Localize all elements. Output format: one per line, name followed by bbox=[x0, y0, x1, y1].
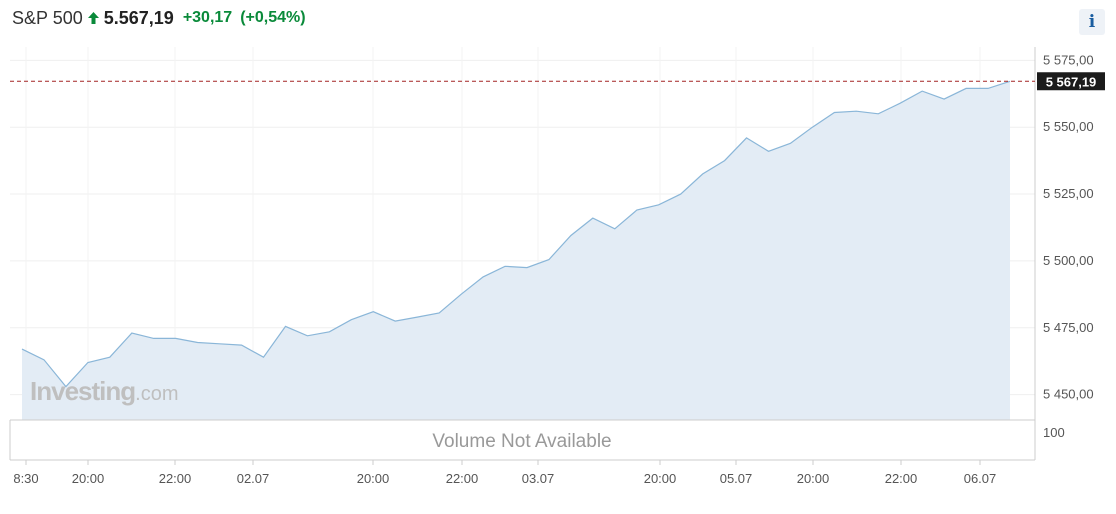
y-tick-label: 5 500,00 bbox=[1043, 253, 1094, 268]
last-price-tag bbox=[1037, 72, 1105, 91]
last-price: 5.567,19 bbox=[103, 7, 174, 28]
x-tick-label: 22:00 bbox=[446, 471, 479, 486]
y-axis: 5 575,00 5 550,00 5 525,00 5 500,00 5 475,00… bbox=[1043, 52, 1094, 401]
info-icon: i bbox=[1088, 12, 1096, 32]
watermark-suffix: .com bbox=[135, 383, 178, 405]
info-button[interactable]: i bbox=[1079, 9, 1105, 35]
price-line bbox=[21, 80, 1011, 388]
area-fill bbox=[22, 81, 1010, 421]
price-change: +30,17 bbox=[182, 9, 233, 26]
chart-frame bbox=[9, 47, 1036, 461]
y-tick-label: 5 550,00 bbox=[1043, 119, 1094, 134]
x-tick-label: 02.07 bbox=[237, 471, 270, 486]
x-tick-label: 20:00 bbox=[644, 471, 677, 486]
y-tick-label: 5 450,00 bbox=[1043, 387, 1094, 402]
up-arrow-icon bbox=[87, 12, 99, 24]
svg-text:Investing.com: Investing.com bbox=[30, 376, 178, 406]
watermark-main: Investing bbox=[30, 376, 135, 406]
watermark: Investing.com bbox=[30, 376, 178, 406]
y-tick-label: 5 475,00 bbox=[1043, 320, 1094, 335]
quote-header: S&P 500 5.567,19 +30,17 (+0,54%) bbox=[12, 6, 306, 30]
x-tick-label: 20:00 bbox=[72, 471, 105, 486]
x-tick-label: 22:00 bbox=[885, 471, 918, 486]
last-price-marker: 5 567,19 bbox=[10, 72, 1105, 91]
price-change-percent: (+0,54%) bbox=[240, 9, 306, 26]
volume-axis-label: 100 bbox=[1043, 425, 1065, 440]
x-tick-label: 22:00 bbox=[159, 471, 192, 486]
x-tick-label: 8:30 bbox=[13, 471, 38, 486]
x-tick-label: 05.07 bbox=[720, 471, 753, 486]
x-tick-label: 20:00 bbox=[357, 471, 390, 486]
y-tick-label: 5 575,00 bbox=[1043, 52, 1094, 67]
volume-not-available-label: Volume Not Available bbox=[432, 431, 611, 452]
y-tick-label: 5 525,00 bbox=[1043, 186, 1094, 201]
x-tick-label: 03.07 bbox=[522, 471, 555, 486]
symbol-name: S&P 500 bbox=[12, 7, 83, 28]
x-axis: 8:30 20:00 22:00 02.07 20:00 22:00 03.07 20:00 0… bbox=[13, 460, 996, 486]
chart-area-layer bbox=[21, 80, 1011, 421]
x-tick-label: 20:00 bbox=[797, 471, 830, 486]
x-tick-label: 06.07 bbox=[964, 471, 997, 486]
last-price-tag-label: 5 567,19 bbox=[1046, 74, 1097, 89]
